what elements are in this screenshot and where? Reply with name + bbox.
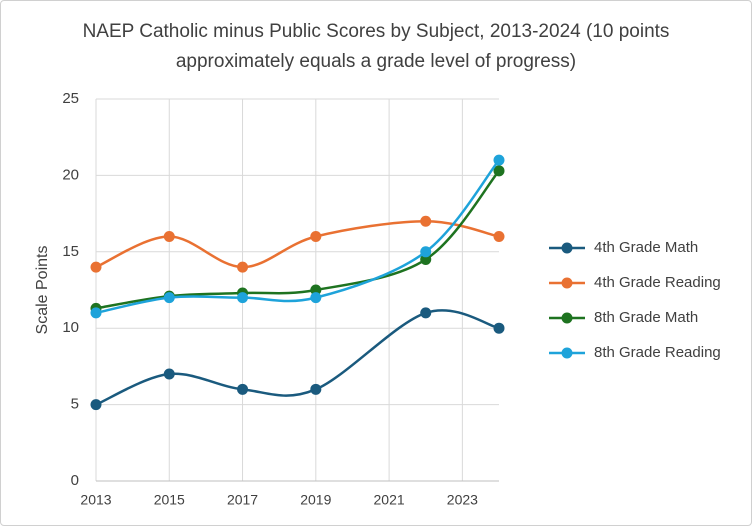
legend-marker (561, 242, 573, 254)
data-point (163, 368, 175, 380)
data-point (420, 246, 432, 258)
data-point (90, 399, 102, 411)
data-point (237, 383, 249, 395)
legend-marker (561, 347, 573, 359)
y-tick-label: 0 (71, 472, 79, 489)
x-tick-label: 2013 (80, 492, 111, 508)
y-tick-label: 10 (62, 319, 79, 336)
x-tick-label: 2023 (447, 492, 478, 508)
legend-marker (561, 312, 573, 324)
data-point (90, 261, 102, 273)
data-point (310, 284, 322, 296)
data-point (420, 215, 432, 227)
x-tick-label: 2017 (227, 492, 258, 508)
y-tick-label: 20 (62, 166, 79, 183)
data-point (493, 165, 505, 177)
series-line (95, 219, 500, 269)
data-point (310, 231, 322, 243)
y-tick-label: 5 (71, 396, 79, 413)
data-point (310, 383, 322, 395)
y-tick-label: 25 (62, 90, 79, 107)
x-tick-label: 2019 (300, 492, 331, 508)
data-point (163, 292, 175, 304)
data-point (493, 231, 505, 243)
data-point (420, 253, 432, 265)
legend-label: 4th Grade Math (594, 239, 698, 256)
x-tick-label: 2021 (374, 492, 405, 508)
series-line (95, 159, 500, 315)
chart-title: NAEP Catholic minus Public Scores by Sub… (82, 21, 670, 72)
data-point (90, 307, 102, 319)
data-point (310, 292, 322, 304)
data-point (493, 154, 505, 166)
y-tick-label: 15 (62, 243, 79, 260)
data-point (237, 292, 249, 304)
legend-label: 4th Grade Reading (594, 274, 721, 291)
legend-label: 8th Grade Math (594, 309, 698, 326)
y-axis-label: Scale Points (34, 246, 51, 335)
data-point (163, 231, 175, 243)
series-line (95, 309, 500, 406)
x-tick-label: 2015 (154, 492, 185, 508)
data-point (237, 261, 249, 273)
data-point (493, 322, 505, 334)
data-point (420, 307, 432, 319)
legend-label: 8th Grade Reading (594, 344, 721, 361)
legend-marker (561, 277, 573, 289)
